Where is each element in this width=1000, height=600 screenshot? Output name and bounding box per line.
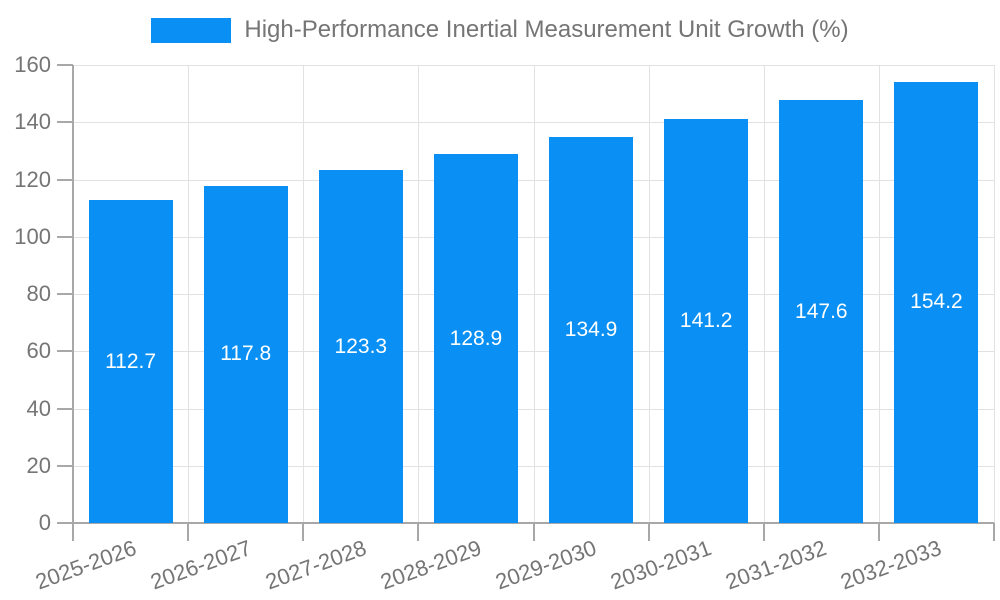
y-axis-tick-label: 140 — [14, 109, 51, 135]
bar-value-label: 141.2 — [679, 308, 733, 332]
bar-value-label: 154.2 — [910, 290, 963, 314]
v-gridline — [878, 65, 880, 523]
legend-swatch-icon — [151, 17, 232, 43]
x-tick-mark — [993, 523, 995, 541]
bar-2027-2028: 123.3 — [318, 170, 403, 523]
y-tick-mark — [57, 235, 73, 238]
v-gridline — [763, 65, 765, 523]
legend-item[interactable]: High-Performance Inertial Measurement Un… — [151, 16, 849, 44]
x-axis-tick-label: 2031-2032 — [722, 535, 830, 595]
x-axis-tick-label: 2032-2033 — [837, 535, 945, 595]
y-axis-tick-label: 80 — [26, 281, 51, 306]
x-tick-mark — [877, 523, 880, 541]
y-axis-tick-label: 0 — [38, 510, 51, 535]
bar-2032-2033: 154.2 — [894, 81, 979, 523]
y-tick-mark — [57, 407, 73, 410]
x-tick-mark — [187, 523, 190, 541]
v-gridline — [418, 65, 420, 523]
y-tick-mark — [57, 121, 73, 124]
x-axis-tick-label: 2029-2030 — [492, 535, 600, 595]
y-axis-tick-label: 100 — [14, 223, 51, 249]
x-axis-tick-label: 2028-2029 — [377, 535, 485, 595]
x-axis-tick-label: 2030-2031 — [607, 535, 715, 595]
bar-value-label: 112.7 — [105, 349, 157, 373]
bar-value-label: 128.9 — [449, 326, 503, 350]
y-axis-line — [72, 65, 74, 541]
bar-2029-2030: 134.9 — [549, 136, 634, 523]
bar-value-label: 147.6 — [795, 299, 848, 323]
x-tick-mark — [532, 523, 535, 541]
v-gridline — [188, 65, 190, 523]
x-axis-line — [57, 522, 994, 524]
x-tick-mark — [302, 523, 305, 541]
bar-value-label: 123.3 — [334, 334, 388, 358]
chart-legend: High-Performance Inertial Measurement Un… — [0, 16, 1000, 44]
x-tick-mark — [647, 523, 650, 541]
y-axis-tick-label: 20 — [26, 452, 51, 478]
bar-2026-2027: 117.8 — [203, 185, 288, 523]
y-axis-tick-label: 120 — [14, 166, 51, 192]
legend-label: High-Performance Inertial Measurement Un… — [244, 16, 849, 43]
v-gridline — [994, 65, 995, 523]
v-gridline — [533, 65, 535, 523]
v-gridline — [648, 65, 650, 523]
y-tick-mark — [57, 350, 73, 353]
x-axis-tick-label: 2025-2026 — [31, 535, 140, 595]
bar-2028-2029: 128.9 — [433, 154, 518, 523]
y-tick-mark — [57, 464, 73, 467]
v-gridline — [303, 65, 305, 523]
y-tick-mark — [57, 178, 73, 181]
x-tick-mark — [762, 523, 765, 541]
y-axis-tick-label: 40 — [26, 395, 51, 421]
y-axis-tick-label: 160 — [14, 52, 51, 77]
x-tick-mark — [417, 523, 420, 541]
bar-2025-2026: 112.7 — [88, 200, 173, 523]
bar-value-label: 134.9 — [564, 317, 618, 341]
bar-value-label: 117.8 — [220, 342, 272, 366]
bar-2031-2032: 147.6 — [779, 100, 864, 523]
y-axis-tick-label: 60 — [26, 338, 51, 364]
y-tick-mark — [57, 293, 73, 295]
x-axis-tick-label: 2026-2027 — [146, 535, 255, 595]
x-axis-tick-label: 2027-2028 — [261, 535, 370, 595]
y-tick-mark — [57, 64, 73, 66]
bar-2030-2031: 141.2 — [664, 118, 749, 523]
